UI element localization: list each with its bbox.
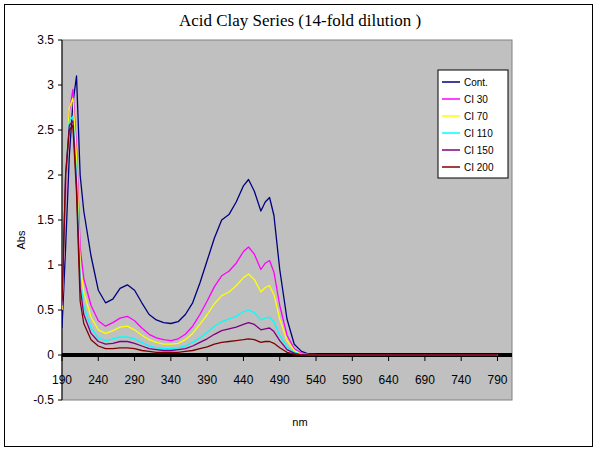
x-tick-label: 290: [125, 373, 145, 387]
series-line: [62, 90, 497, 356]
x-tick: [279, 355, 280, 361]
x-tick: [207, 355, 208, 361]
series-line: [62, 126, 497, 356]
legend-label: CI 70: [464, 111, 488, 122]
x-tick-label: 340: [161, 373, 181, 387]
y-tick-label: 3: [47, 78, 54, 92]
legend-label: CI 110: [464, 128, 493, 139]
legend: Cont. CI 30 CI 70 CI 110 CI 150 CI 200: [438, 70, 508, 178]
x-tick: [388, 355, 389, 361]
x-tick-label: 590: [342, 373, 362, 387]
x-tick: [497, 355, 498, 361]
x-tick: [424, 355, 425, 361]
x-tick: [461, 355, 462, 361]
x-tick: [98, 355, 99, 361]
series-line: [62, 76, 497, 355]
legend-swatch: [442, 149, 460, 151]
y-tick-label: 2.5: [37, 123, 54, 137]
x-tick: [62, 355, 63, 361]
legend-label: CI 200: [464, 162, 494, 173]
y-tick: [58, 265, 62, 266]
y-tick: [58, 130, 62, 131]
x-tick-label: 190: [52, 373, 72, 387]
y-tick-label: 3.5: [37, 33, 54, 47]
title: Acid Clay Series (14-fold dilution ): [179, 11, 421, 30]
x-tick-label: 440: [233, 373, 253, 387]
y-tick-label: 1.5: [37, 213, 54, 227]
series-group: [62, 76, 497, 355]
legend-swatch: [442, 98, 460, 100]
y-axis-title: Abs: [15, 230, 27, 249]
x-tick: [243, 355, 244, 361]
x-tick: [134, 355, 135, 361]
x-axis-title: nm: [292, 416, 307, 428]
legend-swatch: [442, 132, 460, 134]
x-tick-label: 740: [451, 373, 471, 387]
series-line: [62, 99, 497, 356]
y-tick-label: 0.5: [37, 303, 54, 317]
legend-swatch: [442, 81, 460, 83]
background: [0, 0, 598, 452]
x-tick-label: 790: [487, 373, 507, 387]
y-tick: [58, 85, 62, 86]
legend-label: CI 30: [464, 94, 488, 105]
y-tick: [58, 220, 62, 221]
legend-swatch: [442, 166, 460, 168]
y-tick: [58, 310, 62, 311]
outer-border: [5, 5, 593, 447]
x-tick-label: 390: [197, 373, 217, 387]
x-tick-label: 690: [415, 373, 435, 387]
series-line: [62, 121, 497, 355]
legend-swatch: [442, 115, 460, 117]
x-tick: [170, 355, 171, 361]
series-line: [62, 117, 497, 356]
chart: Acid Clay Series (14-fold dilution ) -0.5…: [0, 0, 598, 452]
legend-label: CI 150: [464, 145, 494, 156]
y-tick: [58, 355, 62, 356]
y-tick: [58, 175, 62, 176]
x-tick-label: 540: [306, 373, 326, 387]
x-tick-label: 490: [270, 373, 290, 387]
legend-box: [438, 70, 508, 178]
x-tick: [316, 355, 317, 361]
legend-label: Cont.: [464, 77, 488, 88]
y-tick-label: -0.5: [33, 393, 54, 407]
x-tick-label: 240: [88, 373, 108, 387]
y-tick-label: 2: [47, 168, 54, 182]
plot-area: [62, 40, 512, 400]
x-tick-label: 640: [379, 373, 399, 387]
x-tick: [352, 355, 353, 361]
y-tick-label: 0: [47, 348, 54, 362]
y-tick: [58, 400, 62, 401]
y-tick: [58, 40, 62, 41]
y-tick-label: 1: [47, 258, 54, 272]
